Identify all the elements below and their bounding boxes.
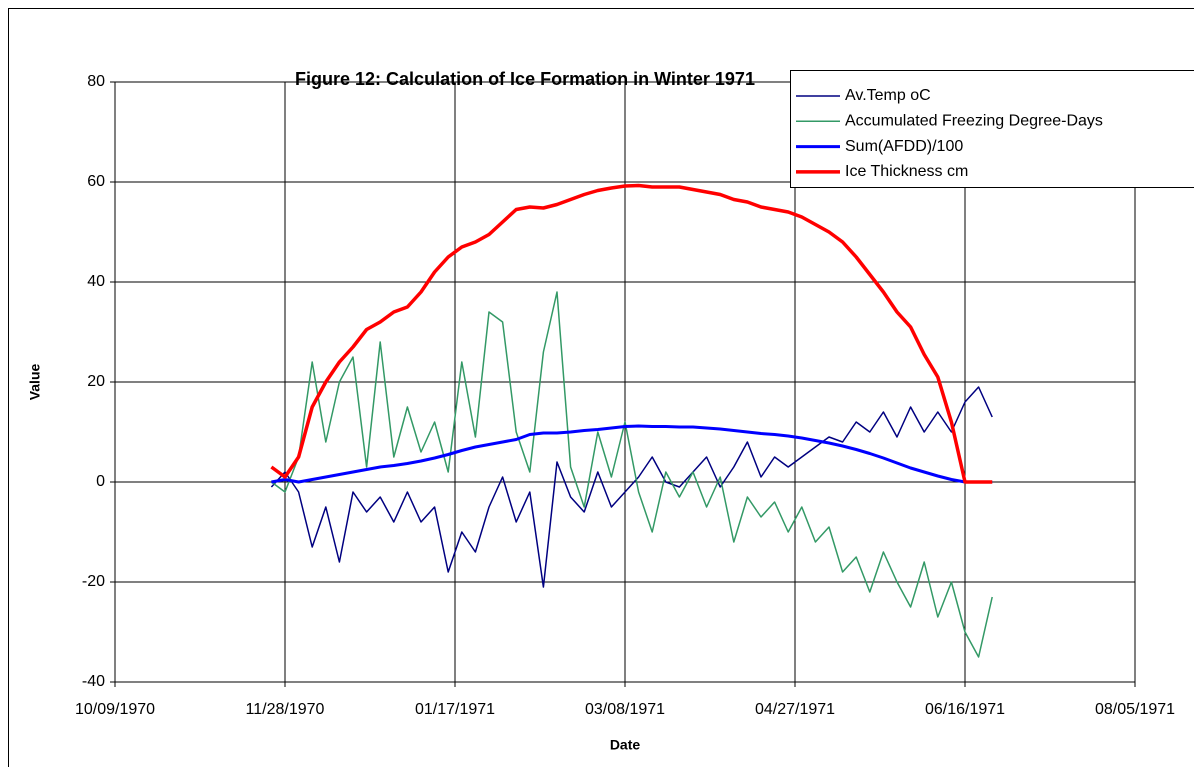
legend-label: Accumulated Freezing Degree-Days — [845, 113, 1103, 130]
y-tick-label: 20 — [87, 373, 105, 390]
y-tick-label: -40 — [82, 673, 105, 690]
legend: Av.Temp oC Accumulated Freezing Degree-Da… — [790, 70, 1194, 188]
y-tick-label: -20 — [82, 573, 105, 590]
y-axis-label: Value — [27, 364, 43, 401]
y-tick-label: 80 — [87, 73, 105, 90]
y-tick-label: 0 — [96, 473, 105, 490]
plot-border — [114, 81, 1136, 683]
legend-label: Ice Thickness cm — [845, 163, 968, 180]
x-tick-label: 06/16/1971 — [925, 701, 1005, 718]
plot-lines — [270, 183, 993, 658]
y-tick-label: 40 — [87, 273, 105, 290]
series-line — [270, 291, 993, 658]
x-tick-label: 01/17/1971 — [415, 701, 495, 718]
legend-label: Av.Temp oC — [845, 87, 931, 104]
x-axis-label: Date — [610, 737, 641, 753]
x-tick-label: 08/05/1971 — [1095, 701, 1175, 718]
x-tick-label: 03/08/1971 — [585, 701, 665, 718]
series-line — [270, 183, 993, 484]
x-tick-label: 10/09/1970 — [75, 701, 155, 718]
x-tick-label: 11/28/1970 — [246, 701, 325, 718]
y-tick-label: 60 — [87, 173, 105, 190]
legend-label: Sum(AFDD)/100 — [845, 138, 963, 155]
series-line — [270, 386, 993, 588]
chart-title: Figure 12: Calculation of Ice Formation … — [295, 69, 755, 89]
x-tick-label: 04/27/1971 — [755, 701, 835, 718]
legend-box — [790, 70, 1194, 188]
series-line — [271, 424, 993, 484]
